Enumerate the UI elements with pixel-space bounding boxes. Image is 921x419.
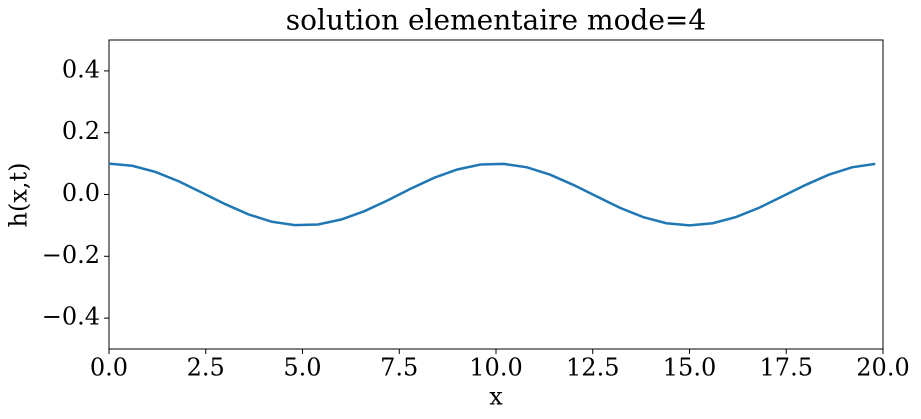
x-tick-label: 17.5 — [760, 354, 813, 382]
x-tick-label: 0.0 — [90, 354, 128, 382]
x-axis-label: x — [489, 383, 503, 411]
x-tick-label: 7.5 — [380, 354, 418, 382]
plot-frame — [108, 39, 884, 350]
x-tick-label: 10.0 — [469, 354, 522, 382]
y-tick-label: −0.4 — [42, 303, 100, 331]
y-tick-label: 0.0 — [62, 179, 100, 207]
x-tick-label: 12.5 — [566, 354, 619, 382]
x-tick-label: 5.0 — [283, 354, 321, 382]
y-tick-label: 0.2 — [62, 117, 100, 145]
x-tick-label: 15.0 — [663, 354, 716, 382]
x-tick-label: 2.5 — [187, 354, 225, 382]
x-tick-label: 20.0 — [856, 354, 909, 382]
y-tick-label: −0.2 — [42, 241, 100, 269]
y-axis-label: h(x,t) — [5, 163, 33, 228]
chart-title: solution elementaire mode=4 — [286, 4, 706, 37]
y-tick-label: 0.4 — [62, 55, 100, 83]
line-series — [108, 162, 876, 227]
